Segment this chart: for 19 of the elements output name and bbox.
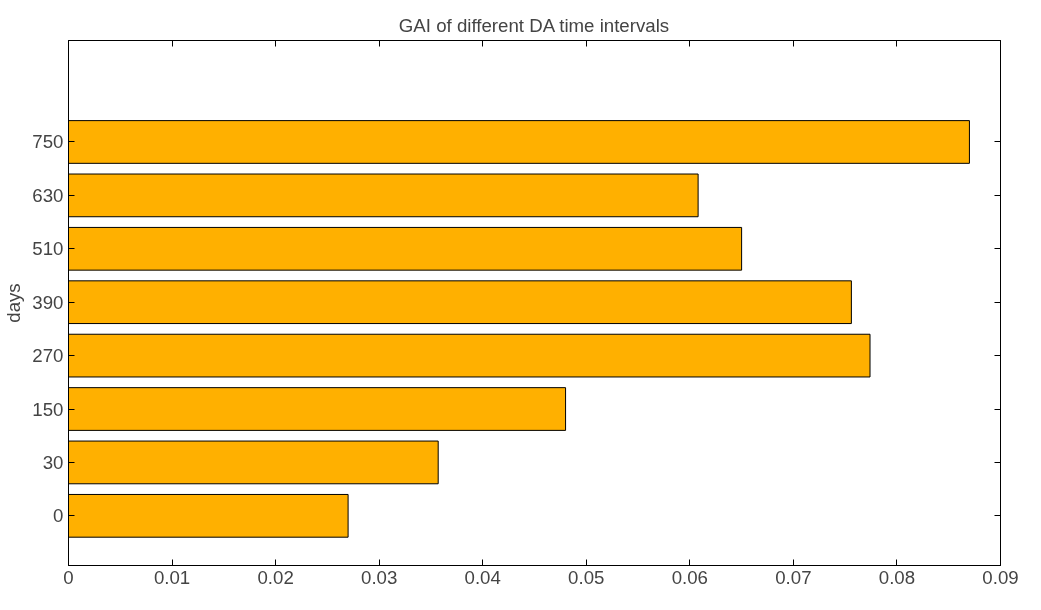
y-tick-label: 150	[32, 398, 64, 420]
x-tick-label: 0.02	[257, 566, 294, 588]
chart-title: GAI of different DA time intervals	[398, 14, 670, 36]
y-tick-label: 30	[42, 451, 64, 473]
y-tick-label: 510	[32, 238, 64, 260]
x-tick-label: 0.03	[361, 566, 398, 588]
y-tick-label: 0	[53, 505, 64, 527]
x-tick-label: 0.05	[568, 566, 605, 588]
x-tick-label: 0.04	[464, 566, 501, 588]
y-tick-label: 270	[32, 345, 64, 367]
x-tick-label: 0.07	[775, 566, 812, 588]
x-tick-label: 0.06	[671, 566, 708, 588]
y-tick-label: 750	[32, 131, 64, 153]
y-axis-title: days	[3, 283, 25, 323]
y-tick-label: 390	[32, 291, 64, 313]
x-tick-label: 0.01	[153, 566, 191, 588]
y-tick-label: 630	[32, 184, 64, 206]
x-tick-label: 0.08	[878, 566, 916, 588]
x-tick-label: 0.09	[982, 566, 1019, 588]
